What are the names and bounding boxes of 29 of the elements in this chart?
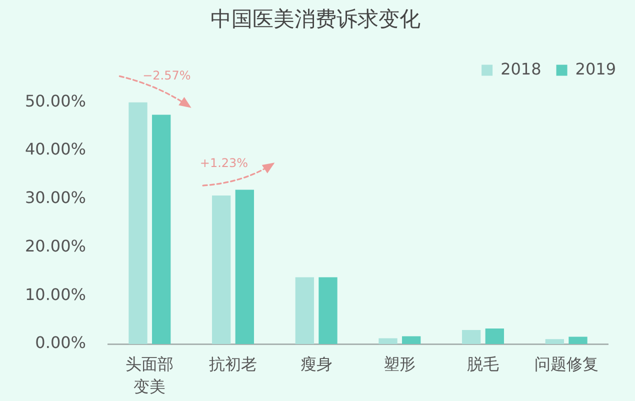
bar	[485, 328, 504, 344]
bar	[235, 190, 254, 344]
x-tick-label: 头面部变美	[126, 354, 174, 396]
legend-label: 2019	[575, 59, 616, 78]
x-tick-label: 脱毛	[467, 354, 499, 374]
x-tick-label: 瘦身	[300, 354, 332, 374]
x-tick-label: 抗初老	[209, 354, 257, 374]
bar	[545, 339, 564, 344]
bar	[568, 336, 588, 344]
y-tick-label: 20.00%	[24, 236, 86, 256]
bar	[152, 114, 171, 344]
annotation: +1.23%	[200, 156, 248, 170]
y-tick-label: 0.00%	[35, 333, 86, 352]
bar	[295, 277, 314, 344]
annotation: −2.57%	[142, 68, 191, 82]
y-tick-label: 40.00%	[24, 140, 86, 159]
bar	[402, 336, 421, 344]
bar	[128, 102, 148, 344]
y-tick-label: 50.00%	[24, 91, 86, 110]
bar	[462, 330, 481, 344]
x-tick-label: 问题修复	[534, 354, 598, 374]
bar	[318, 277, 338, 344]
bar	[212, 196, 231, 344]
chart-title: 中国医美消费诉求变化	[210, 7, 420, 32]
legend-label: 2018	[500, 59, 542, 78]
y-tick-label: 30.00%	[24, 188, 86, 208]
x-tick-label: 塑形	[384, 354, 416, 374]
bar	[378, 338, 398, 344]
y-tick-label: 10.00%	[24, 284, 86, 304]
